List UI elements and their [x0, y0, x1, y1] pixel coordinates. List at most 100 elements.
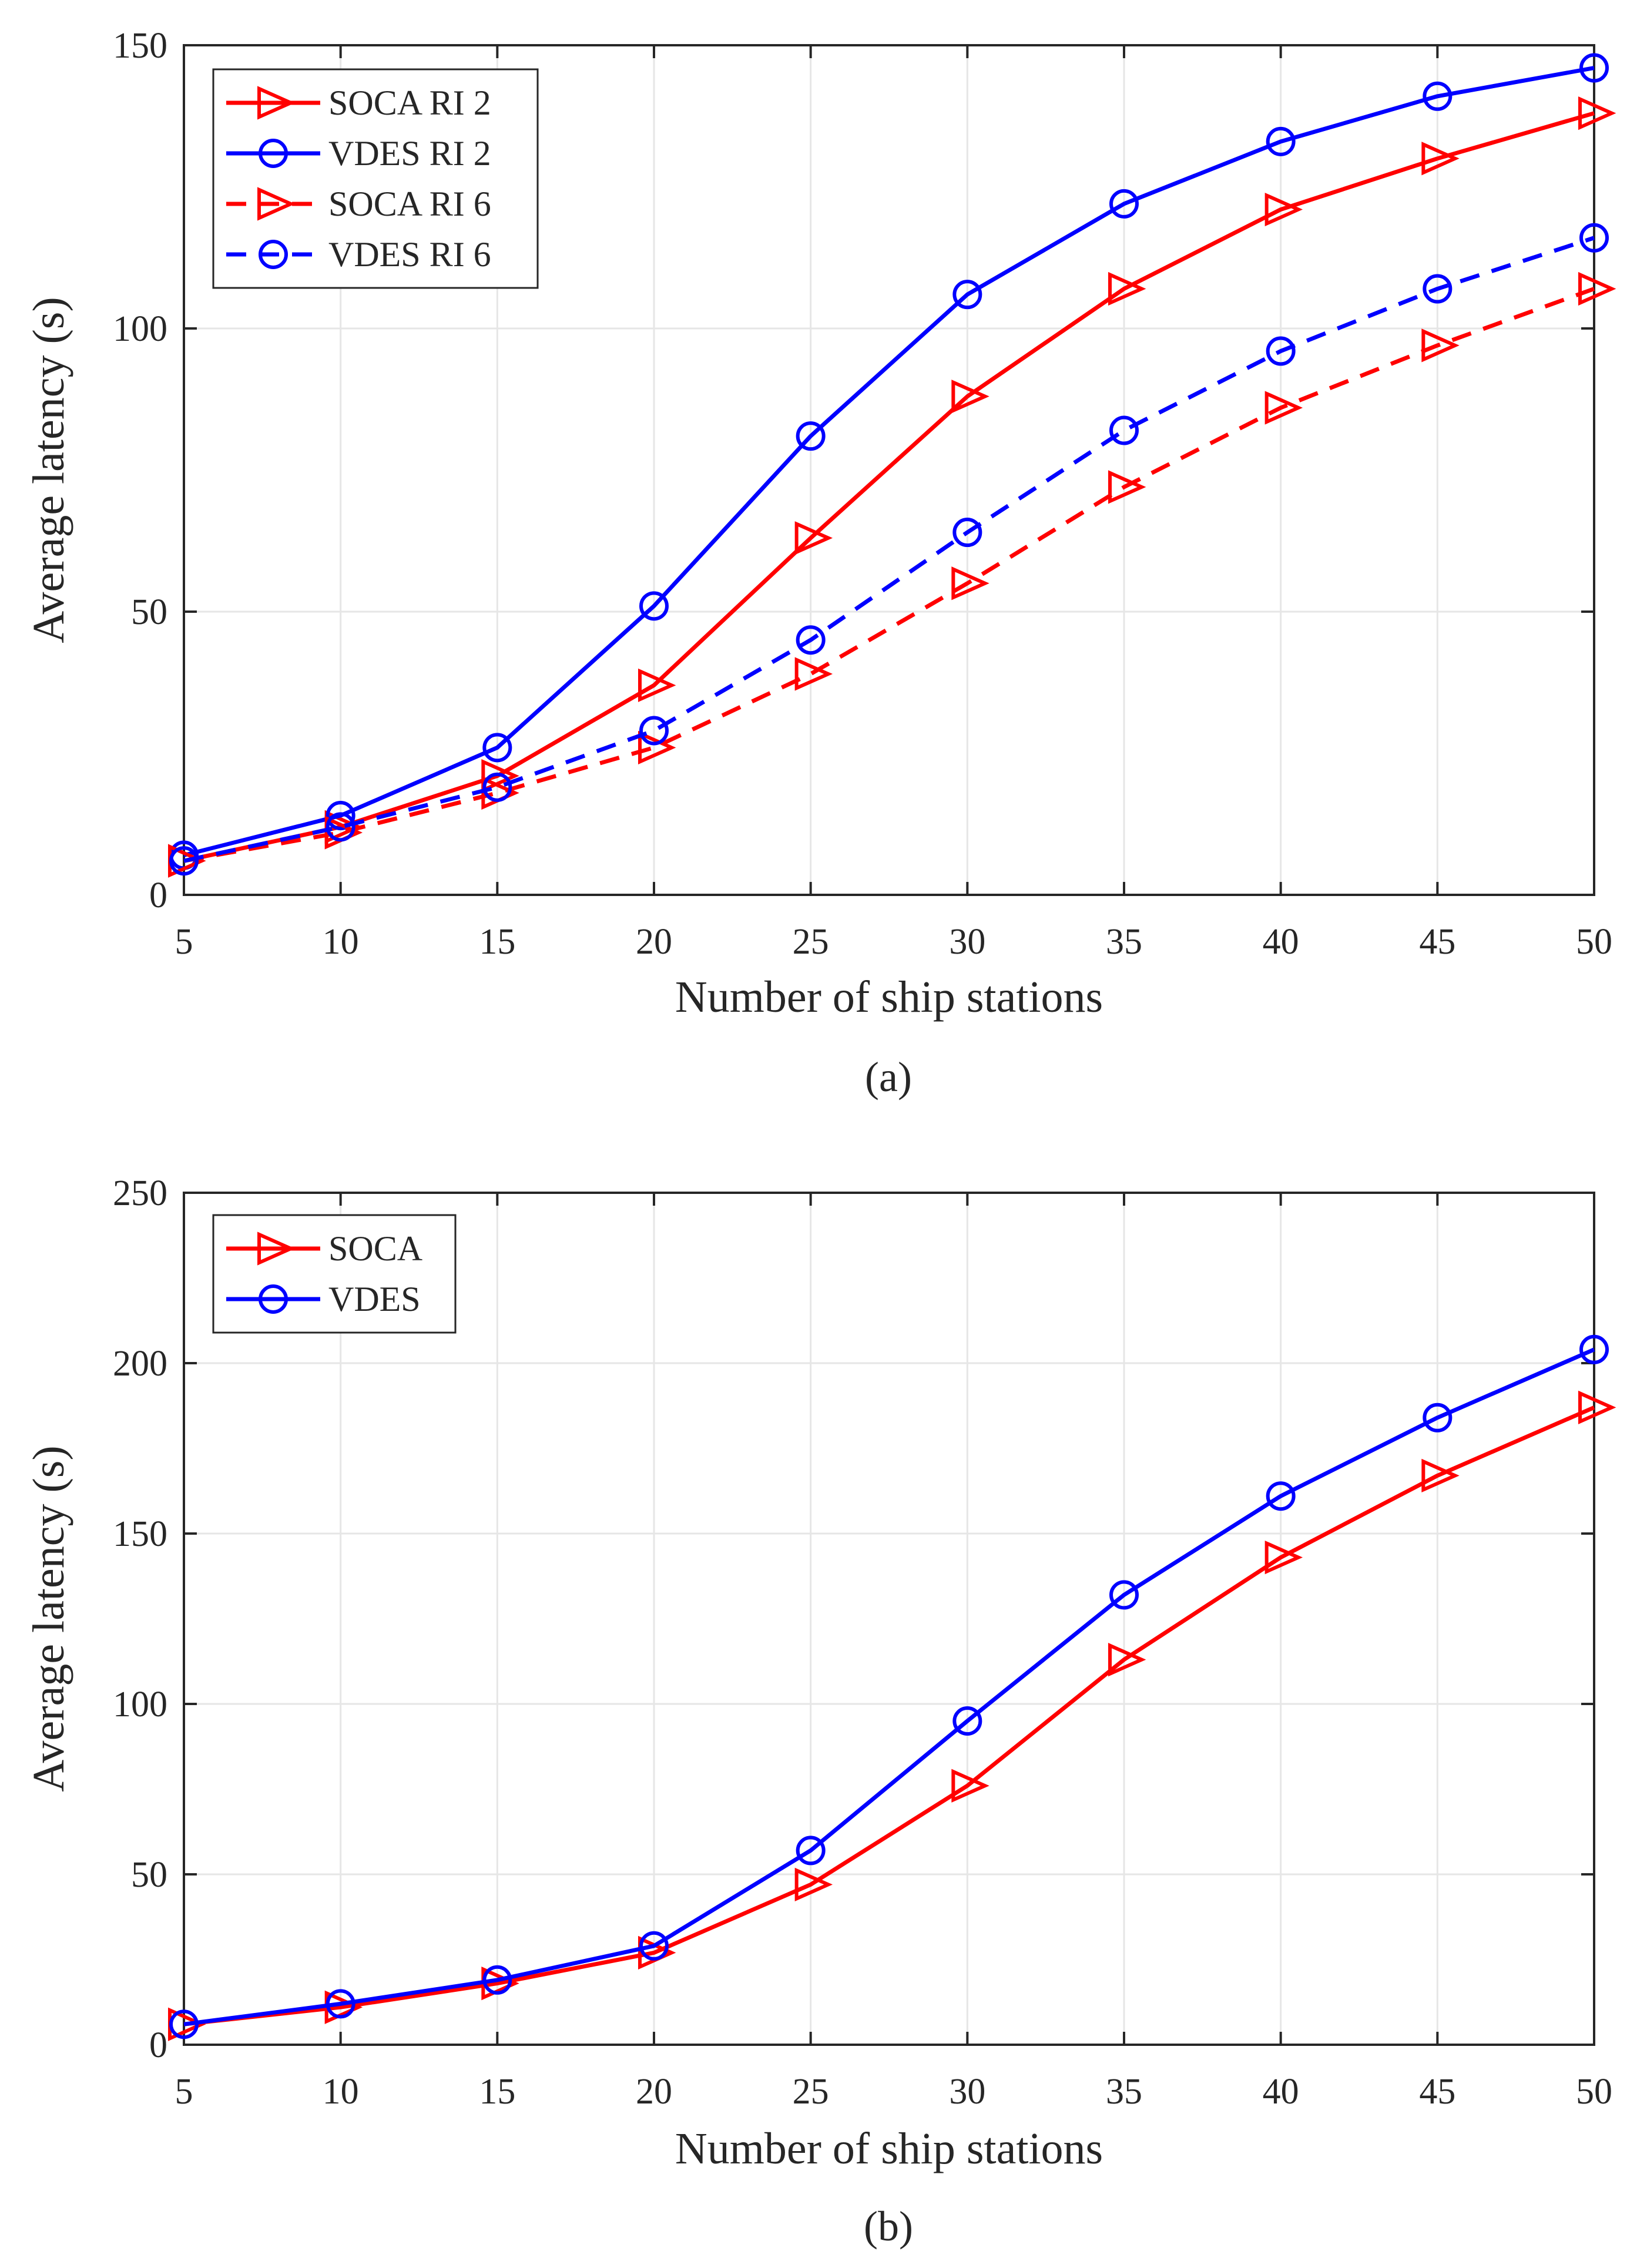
x-tick-label: 15 — [479, 922, 515, 962]
y-tick-label: 150 — [113, 1514, 167, 1554]
data-point — [1264, 1540, 1303, 1575]
data-point — [1579, 53, 1609, 83]
series-line — [183, 1405, 1595, 2027]
x-tick-label: 40 — [1263, 2072, 1299, 2112]
data-point — [1421, 328, 1460, 363]
data-point — [638, 730, 676, 764]
data-point — [169, 846, 199, 876]
data-point — [1421, 1458, 1460, 1493]
data-point — [326, 801, 355, 831]
x-tick-label: 35 — [1106, 922, 1142, 962]
data-point — [482, 772, 512, 802]
data-point — [1266, 126, 1296, 156]
data-point — [639, 716, 669, 746]
data-point — [1423, 1403, 1453, 1432]
data-point — [326, 1989, 355, 2019]
x-tick-label: 45 — [1419, 2072, 1455, 2112]
series-line — [183, 111, 1595, 863]
data-point — [1578, 96, 1616, 130]
data-point — [481, 759, 519, 793]
x-tick-label: 50 — [1576, 2072, 1612, 2112]
legend-label: VDES RI 6 — [328, 235, 491, 274]
legend-label: SOCA — [328, 1229, 422, 1268]
y-tick-label: 100 — [113, 309, 167, 349]
data-point — [1108, 271, 1146, 306]
data-point — [796, 421, 826, 451]
x-tick-label: 20 — [636, 922, 672, 962]
y-tick-label: 250 — [113, 1173, 167, 1213]
data-point — [1108, 1642, 1146, 1677]
data-point — [794, 1867, 833, 1902]
data-point — [1578, 271, 1616, 306]
panel-label-a: (a) — [865, 1054, 912, 1101]
legend-label: SOCA RI 2 — [328, 83, 491, 122]
y-axis-label: Average latency (s) — [24, 1445, 73, 1791]
y-tick-label: 0 — [149, 2025, 167, 2065]
x-tick-label: 20 — [636, 2072, 672, 2112]
data-point — [951, 380, 989, 414]
axes-box — [183, 44, 1595, 896]
data-point — [1264, 391, 1303, 425]
data-point — [1109, 1580, 1139, 1610]
x-tick-label: 5 — [175, 922, 193, 962]
x-axis-label: Number of ship stations — [675, 2124, 1103, 2173]
x-tick-label: 35 — [1106, 2072, 1142, 2112]
data-point — [1423, 274, 1453, 304]
x-tick-label: 5 — [175, 2072, 193, 2112]
data-point — [951, 566, 989, 600]
x-tick-label: 25 — [793, 922, 829, 962]
data-point — [639, 1931, 669, 1961]
series-line — [183, 236, 1595, 863]
data-point — [952, 280, 982, 310]
y-tick-label: 150 — [113, 26, 167, 66]
x-tick-label: 30 — [949, 2072, 985, 2112]
data-point — [169, 2009, 199, 2039]
data-point — [326, 812, 355, 842]
data-point — [794, 657, 833, 691]
data-point — [1421, 142, 1460, 176]
data-point — [1266, 336, 1296, 366]
plot-area — [184, 1193, 1594, 2045]
data-point — [1266, 1481, 1296, 1511]
legend-box — [212, 68, 539, 289]
legend-label: SOCA RI 6 — [328, 184, 491, 223]
data-point — [794, 521, 833, 555]
data-point — [796, 1836, 826, 1866]
data-point — [952, 518, 982, 548]
y-axis-label: Average latency (s) — [24, 297, 73, 643]
chart-a: 5 10 15 20 25 30 35 40 45 50 0 50 100 150 Number of sh… — [24, 26, 1616, 1022]
x-axis-label: Number of ship stations — [675, 972, 1103, 1022]
chart-b: 5 10 15 20 25 30 35 40 45 50 0 50 100 150 200 250 Number… — [24, 1173, 1616, 2173]
x-tick-label: 45 — [1419, 922, 1455, 962]
panel-label-b: (b) — [864, 2203, 913, 2250]
data-point — [482, 1965, 512, 1995]
data-point — [1423, 81, 1453, 111]
data-point — [796, 625, 826, 655]
data-point — [1109, 189, 1139, 219]
legend-marker — [257, 187, 296, 221]
legend-marker — [259, 139, 288, 168]
x-tick-label: 15 — [479, 2072, 515, 2112]
data-point — [1578, 1390, 1616, 1425]
y-tick-label: 50 — [131, 592, 167, 632]
series-line — [183, 66, 1595, 857]
axes-box — [183, 1192, 1595, 2046]
data-point — [639, 591, 669, 621]
series-line — [183, 1347, 1595, 2027]
x-tick-label: 10 — [323, 922, 359, 962]
y-tick-label: 50 — [131, 1855, 167, 1895]
data-point — [1264, 192, 1303, 227]
legend-marker — [257, 1232, 296, 1266]
legend-label: VDES RI 2 — [328, 134, 491, 173]
legend-marker — [259, 1284, 288, 1314]
data-point — [1579, 1334, 1609, 1364]
x-tick-label: 50 — [1576, 922, 1612, 962]
data-point — [1579, 223, 1609, 253]
legend-marker — [257, 86, 296, 120]
y-tick-label: 200 — [113, 1344, 167, 1384]
data-point — [952, 1706, 982, 1736]
y-tick-label: 100 — [113, 1685, 167, 1725]
data-point — [482, 733, 512, 763]
series-line — [183, 287, 1595, 863]
